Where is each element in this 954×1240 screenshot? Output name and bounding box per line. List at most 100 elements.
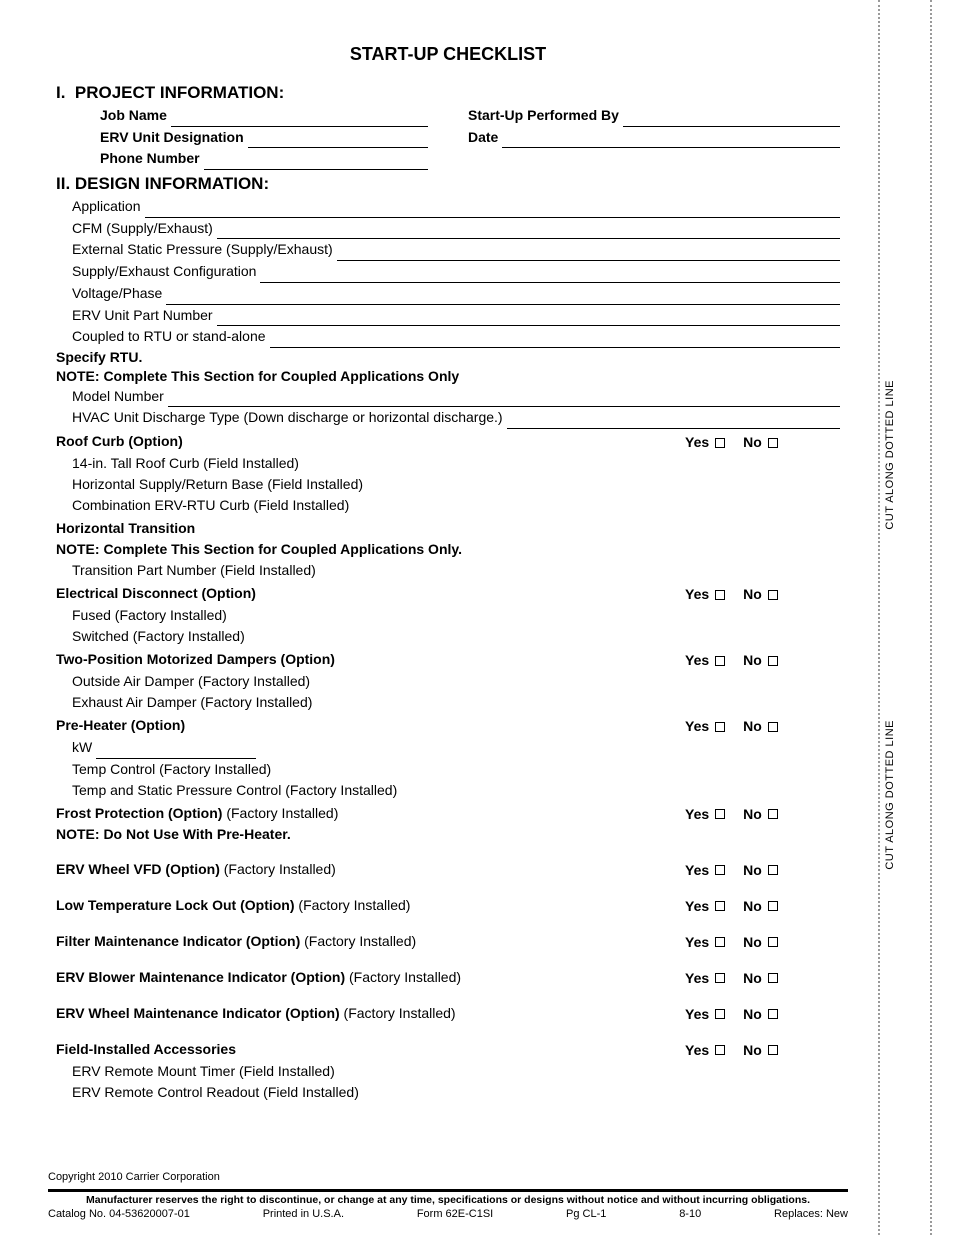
option-title-row: Pre-Heater (Option)YesNo (56, 715, 840, 737)
yes-option: Yes (685, 968, 725, 989)
blank-line[interactable] (217, 312, 840, 326)
yes-option: Yes (685, 1004, 725, 1025)
options-list: Roof Curb (Option)YesNo14-in. Tall Roof … (56, 431, 840, 1103)
option-sub-list: ERV Remote Mount Timer (Field Installed)… (56, 1061, 840, 1103)
blank-line[interactable] (507, 415, 840, 429)
checkbox-no[interactable] (768, 865, 778, 875)
page: START-UP CHECKLIST I. PROJECT INFORMATIO… (0, 0, 880, 1240)
blank-line[interactable] (270, 334, 840, 348)
option-title: Roof Curb (Option) (56, 431, 685, 452)
no-option: No (743, 432, 778, 453)
checkbox-no[interactable] (768, 1009, 778, 1019)
no-label: No (743, 1040, 762, 1061)
option-block: Two-Position Motorized Dampers (Option) Y… (56, 649, 840, 713)
option-title-bold: Field-Installed Accessories (56, 1041, 236, 1057)
option-title-bold: ERV Wheel VFD (Option) (56, 861, 220, 877)
design-field-label: CFM (Supply/Exhaust) (72, 218, 213, 240)
label-date: Date (468, 127, 498, 149)
option-title-rest: (Factory Installed) (295, 897, 411, 913)
checkbox-yes[interactable] (715, 590, 725, 600)
yes-no-group: YesNo (685, 583, 840, 605)
checkbox-yes[interactable] (715, 865, 725, 875)
checkbox-no[interactable] (768, 901, 778, 911)
option-title-bold: Horizontal Transition (56, 520, 195, 536)
yes-label: Yes (685, 804, 709, 825)
checkbox-yes[interactable] (715, 438, 725, 448)
footer-date: 8-10 (679, 1208, 701, 1220)
blank-line[interactable] (260, 269, 840, 283)
yes-no-group: YesNo (685, 803, 840, 825)
no-label: No (743, 432, 762, 453)
footer-disclaimer: Manufacturer reserves the right to disco… (48, 1194, 848, 1206)
blank-line[interactable] (337, 247, 840, 261)
checkbox-yes[interactable] (715, 656, 725, 666)
option-sub-item: Outside Air Damper (Factory Installed) (72, 671, 840, 692)
yes-label: Yes (685, 860, 709, 881)
yes-option: Yes (685, 804, 725, 825)
design-field-row: ERV Unit Part Number (56, 305, 840, 327)
checkbox-no[interactable] (768, 656, 778, 666)
checkbox-yes[interactable] (715, 1045, 725, 1055)
blank-line[interactable] (623, 113, 840, 127)
no-label: No (743, 584, 762, 605)
option-sub-item: Switched (Factory Installed) (72, 626, 840, 647)
checkbox-yes[interactable] (715, 973, 725, 983)
project-info-grid: Job Name ERV Unit Designation Phone Numb… (56, 105, 840, 170)
cut-label-2: CUT ALONG DOTTED LINE (884, 720, 896, 870)
checkbox-no[interactable] (768, 1045, 778, 1055)
no-label: No (743, 1004, 762, 1025)
option-title-row: Horizontal TransitionNOTE: Complete This… (56, 518, 840, 560)
option-sub-item: ERV Remote Control Readout (Field Instal… (72, 1082, 840, 1103)
blank-line[interactable] (168, 393, 840, 407)
checkbox-no[interactable] (768, 590, 778, 600)
option-title: Filter Maintenance Indicator (Option) (F… (56, 931, 685, 952)
checkbox-no[interactable] (768, 937, 778, 947)
yes-label: Yes (685, 716, 709, 737)
option-block: ERV Wheel VFD (Option) (Factory Installe… (56, 859, 840, 893)
footer-meta: Catalog No. 04-53620007-01 Printed in U.… (48, 1208, 848, 1220)
option-sub-item: Transition Part Number (Field Installed) (72, 560, 840, 581)
option-title-bold: ERV Blower Maintenance Indicator (Option… (56, 969, 345, 985)
design-field-row: External Static Pressure (Supply/Exhaust… (56, 239, 840, 261)
checkbox-no[interactable] (768, 809, 778, 819)
option-sub-item: Fused (Factory Installed) (72, 605, 840, 626)
option-title-row: Electrical Disconnect (Option)YesNo (56, 583, 840, 605)
option-title: ERV Wheel VFD (Option) (Factory Installe… (56, 859, 685, 880)
option-title-row: ERV Wheel VFD (Option) (Factory Installe… (56, 859, 840, 881)
option-title-row: Frost Protection (Option) (Factory Insta… (56, 803, 840, 845)
checkbox-yes[interactable] (715, 722, 725, 732)
yes-option: Yes (685, 716, 725, 737)
option-title-row: Filter Maintenance Indicator (Option) (F… (56, 931, 840, 953)
checkbox-yes[interactable] (715, 809, 725, 819)
blank-line[interactable] (171, 113, 428, 127)
blank-line[interactable] (96, 745, 256, 759)
option-sub-item: Horizontal Supply/Return Base (Field Ins… (72, 474, 840, 495)
blank-line[interactable] (145, 204, 841, 218)
dotted-line-2 (930, 0, 932, 1235)
checkbox-no[interactable] (768, 438, 778, 448)
option-block: Electrical Disconnect (Option)YesNoFused… (56, 583, 840, 647)
specify-rtu-line2: NOTE: Complete This Section for Coupled … (56, 367, 840, 386)
kw-label: kW (72, 737, 92, 759)
yes-option: Yes (685, 860, 725, 881)
label-phone: Phone Number (100, 148, 200, 170)
blank-line[interactable] (502, 134, 840, 148)
blank-line[interactable] (166, 291, 840, 305)
option-title-bold: Filter Maintenance Indicator (Option) (56, 933, 300, 949)
option-title: Frost Protection (Option) (Factory Insta… (56, 803, 685, 845)
checkbox-no[interactable] (768, 973, 778, 983)
checkbox-yes[interactable] (715, 901, 725, 911)
no-option: No (743, 1004, 778, 1025)
option-block: ERV Wheel Maintenance Indicator (Option)… (56, 1003, 840, 1037)
option-title-bold: Two-Position Motorized Dampers (Option) (56, 651, 335, 667)
checkbox-yes[interactable] (715, 937, 725, 947)
checkbox-no[interactable] (768, 722, 778, 732)
checkbox-yes[interactable] (715, 1009, 725, 1019)
yes-label: Yes (685, 650, 709, 671)
blank-line[interactable] (204, 156, 428, 170)
option-note: NOTE: Do Not Use With Pre-Heater. (56, 826, 291, 842)
blank-line[interactable] (248, 134, 428, 148)
blank-line[interactable] (217, 225, 840, 239)
no-option: No (743, 896, 778, 917)
option-sub-list: 14-in. Tall Roof Curb (Field Installed)H… (56, 453, 840, 516)
